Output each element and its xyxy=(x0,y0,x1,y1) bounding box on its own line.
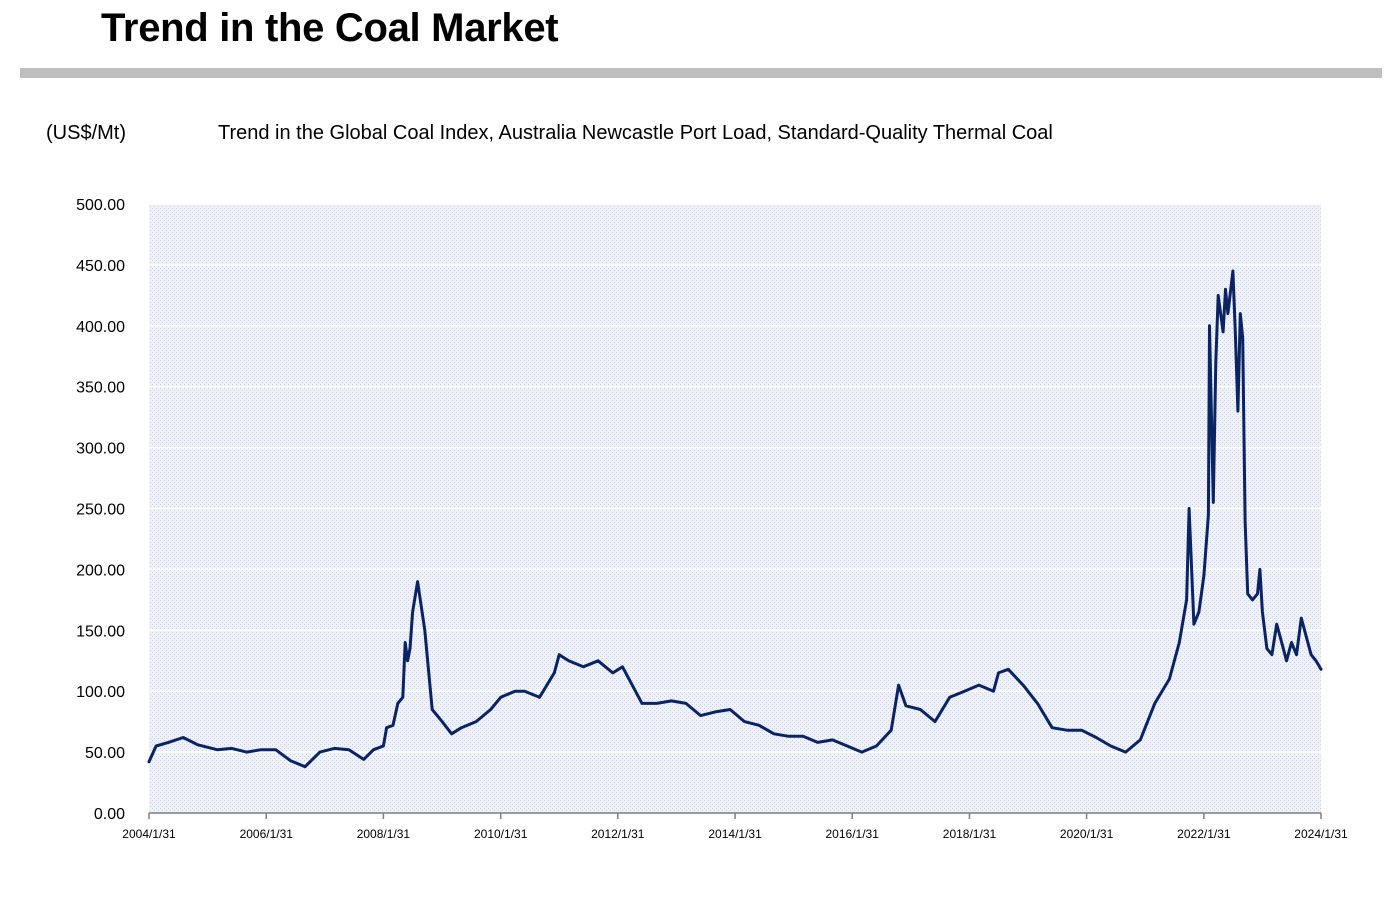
x-tick-label: 2024/1/31 xyxy=(1294,827,1348,841)
gridlines xyxy=(149,203,1321,753)
x-tick-label: 2008/1/31 xyxy=(357,827,411,841)
y-tick-label: 50.00 xyxy=(85,745,125,762)
x-tick-label: 2004/1/31 xyxy=(122,827,176,841)
axes xyxy=(148,812,1322,819)
y-tick-label: 150.00 xyxy=(76,623,125,640)
x-tick-label: 2022/1/31 xyxy=(1177,827,1231,841)
x-tick-label: 2012/1/31 xyxy=(591,827,645,841)
x-tick-label: 2016/1/31 xyxy=(826,827,880,841)
page-title: Trend in the Coal Market xyxy=(101,6,559,50)
title-divider xyxy=(20,68,1382,78)
y-tick-label: 0.00 xyxy=(94,806,125,823)
x-tick-label: 2018/1/31 xyxy=(943,827,997,841)
x-tick-label: 2010/1/31 xyxy=(474,827,528,841)
y-tick-label: 100.00 xyxy=(76,684,125,701)
y-tick-label: 450.00 xyxy=(76,258,125,275)
y-tick-label: 250.00 xyxy=(76,502,125,519)
y-axis-tick-labels: 0.00 50.00 100.00 150.00 200.00 250.00 300.00 3… xyxy=(76,197,125,823)
y-tick-label: 500.00 xyxy=(76,197,125,214)
y-tick-label: 200.00 xyxy=(76,562,125,579)
y-tick-label: 300.00 xyxy=(76,441,125,458)
series-line-coal-index xyxy=(147,269,1323,769)
x-tick-label: 2020/1/31 xyxy=(1060,827,1114,841)
x-tick-label: 2006/1/31 xyxy=(240,827,294,841)
y-tick-label: 350.00 xyxy=(76,380,125,397)
x-axis-tick-labels: 2004/1/31 2006/1/31 2008/1/31 2010/1/31 2012… xyxy=(122,827,1348,841)
x-tick-label: 2014/1/31 xyxy=(708,827,762,841)
chart-title: Trend in the Global Coal Index, Australi… xyxy=(218,122,1053,144)
y-axis-unit-label: (US$/Mt) xyxy=(46,122,126,144)
y-tick-label: 400.00 xyxy=(76,319,125,336)
